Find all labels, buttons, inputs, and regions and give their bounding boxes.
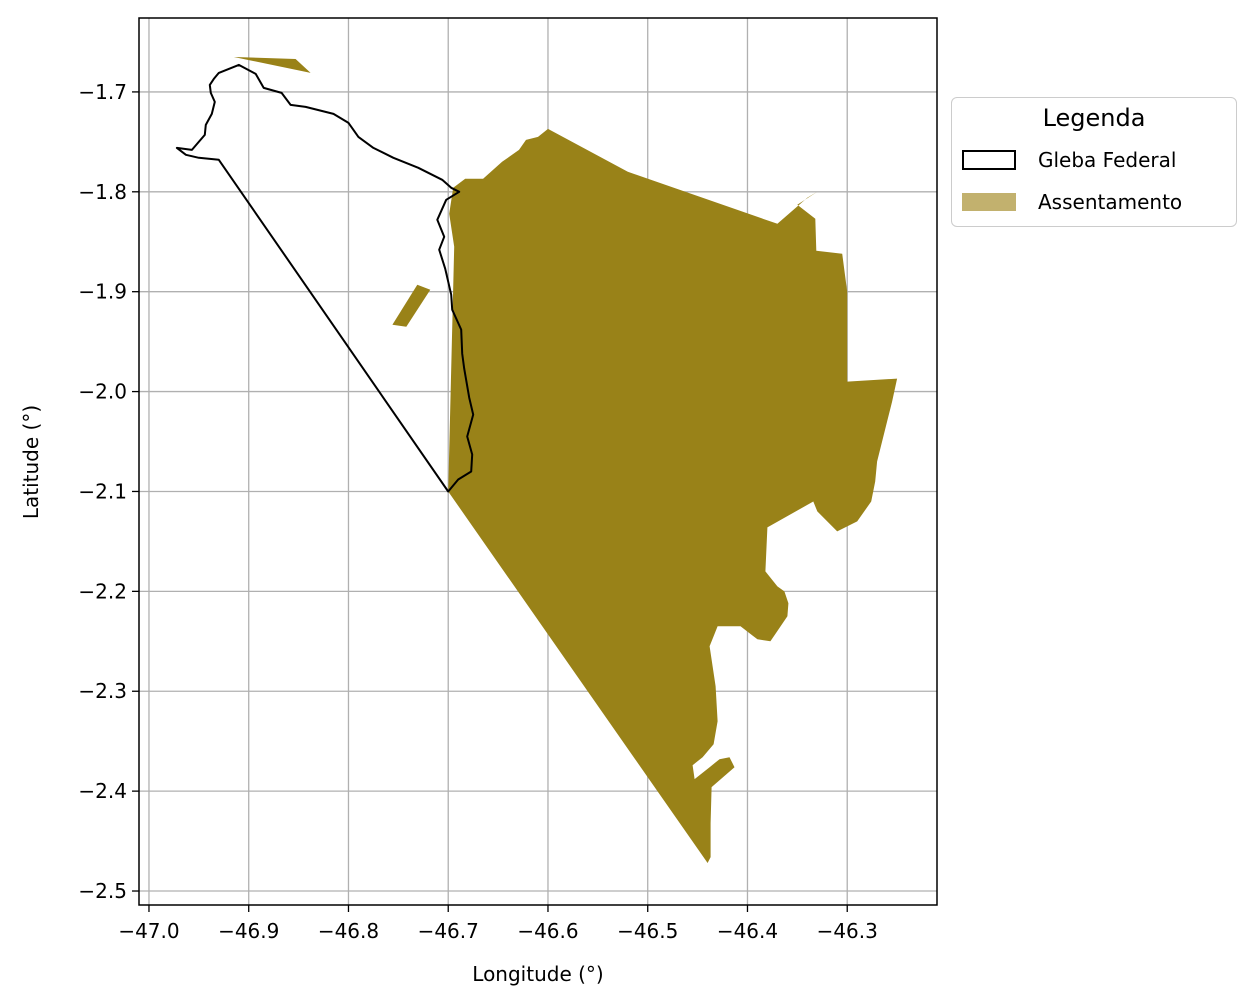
x-axis-label: Longitude (°) (472, 962, 603, 986)
y-tick-label-8: −2.5 (78, 879, 127, 903)
x-tick-label-6: −46.4 (717, 919, 778, 943)
x-tick-label-5: −46.5 (617, 919, 678, 943)
legend-title: Legenda (1042, 104, 1146, 132)
legend-item-gleba: Gleba Federal (962, 146, 1176, 174)
x-tick-label-0: −47.0 (118, 919, 179, 943)
assentamento-polygon-2 (392, 284, 431, 327)
axes-frame (138, 17, 938, 906)
y-tick-label-6: −2.3 (78, 679, 127, 703)
x-tick-label-7: −46.3 (817, 919, 878, 943)
gleba-federal-outline (175, 63, 475, 493)
assentamento-polygon-0 (448, 128, 898, 863)
x-tick-label-2: −46.8 (318, 919, 379, 943)
legend-label-gleba: Gleba Federal (1038, 148, 1177, 172)
y-axis-label: Latitude (°) (19, 405, 43, 519)
y-tick-label-7: −2.4 (78, 779, 127, 803)
assentamento-fill-swatch (962, 193, 1016, 211)
y-tick-label-0: −1.7 (78, 80, 127, 104)
assentamento-polygon-1 (233, 57, 311, 73)
x-tick-label-4: −46.6 (517, 919, 578, 943)
y-axis-ticks: −1.7 −1.8 −1.9 −2.0 −2.1 −2.2 −2.3 −2.4 −2.5 (78, 80, 139, 903)
legend-label-assentamento: Assentamento (1038, 190, 1183, 214)
y-tick-label-1: −1.8 (78, 180, 127, 204)
y-tick-label-5: −2.2 (78, 579, 127, 603)
x-tick-label-1: −46.9 (218, 919, 279, 943)
gleba-outline-swatch (962, 150, 1016, 170)
x-axis-ticks: −47.0 −46.9 −46.8 −46.7 −46.6 −46.5 −46.4 −46.3 (118, 905, 878, 943)
legend: Legenda Gleba Federal Assentamento (951, 97, 1237, 227)
y-tick-label-3: −2.0 (78, 380, 127, 404)
y-tick-label-2: −1.9 (78, 280, 127, 304)
map-polygons (175, 57, 898, 863)
legend-item-assentamento: Assentamento (962, 188, 1182, 216)
y-tick-label-4: −2.1 (78, 479, 127, 503)
x-tick-label-3: −46.7 (418, 919, 479, 943)
